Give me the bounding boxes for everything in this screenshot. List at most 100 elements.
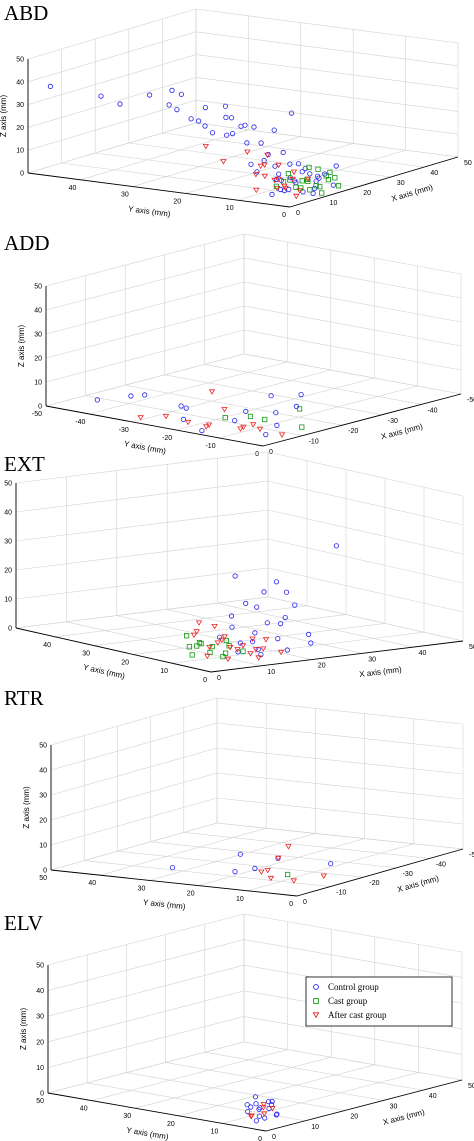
- data-point-control-group: [183, 405, 189, 411]
- floor-gridline: [91, 1049, 288, 1101]
- side-wall-gridline: [47, 964, 245, 1017]
- data-point-control-group: [272, 163, 278, 169]
- floor-gridline: [100, 827, 267, 876]
- floor-gridline: [132, 369, 331, 423]
- back-wall-gridline: [195, 54, 459, 89]
- floor-gridline: [178, 1064, 375, 1117]
- data-point-control-group: [244, 140, 250, 146]
- data-point-control-group: [282, 614, 288, 621]
- side-wall-gridline: [27, 54, 197, 105]
- data-point-control-group: [280, 149, 286, 155]
- z-tick-label: 30: [36, 1014, 44, 1021]
- legend-marker-control: [313, 984, 319, 990]
- data-point-control-group: [98, 93, 104, 99]
- data-point-cast-group: [296, 406, 303, 412]
- x-tick-label: -10: [309, 439, 319, 446]
- side-wall-gridline: [27, 99, 197, 151]
- y-tick-label: -50: [32, 411, 42, 418]
- z-tick-label: 50: [39, 743, 47, 750]
- data-point-control-group: [268, 393, 274, 399]
- floor-gridline: [126, 1072, 345, 1111]
- floor-gridline: [89, 361, 288, 415]
- data-point-control-group: [311, 185, 318, 191]
- data-point-control-group: [248, 161, 254, 167]
- side-wall-gridline: [45, 305, 245, 359]
- legend-label-cast: Cast group: [328, 996, 368, 1006]
- floor-gridline: [132, 623, 386, 655]
- data-point-cast-group: [327, 169, 333, 175]
- data-point-cast-group: [313, 183, 319, 189]
- data-point-control-group: [223, 114, 229, 121]
- x-tick-label: 30: [397, 180, 405, 187]
- y-tick-label: 30: [138, 885, 146, 892]
- y-axis-label: Y axis (mm): [126, 1125, 170, 1141]
- y-tick-label: -30: [119, 427, 129, 434]
- y-tick-label: 30: [82, 651, 90, 658]
- floor-gridline: [176, 377, 375, 431]
- data-point-control-group: [166, 102, 172, 108]
- y-tick-label: -40: [75, 419, 85, 426]
- data-point-control-group: [196, 118, 202, 124]
- floor-gridline: [247, 843, 414, 892]
- legend-entry-cast: Cast group: [313, 996, 368, 1006]
- data-point-control-group: [232, 417, 238, 424]
- x-tick-label: 40: [419, 650, 427, 657]
- data-point-cast-group: [285, 170, 292, 177]
- x-tick-label: 10: [267, 669, 275, 676]
- data-point-cast-group: [207, 649, 213, 656]
- data-point-control-group: [276, 171, 282, 177]
- x-tick-label: 10: [330, 200, 338, 207]
- floor-gridline: [84, 860, 331, 887]
- data-point-control-group: [302, 166, 308, 172]
- data-point-cast-group: [194, 643, 200, 649]
- data-point-control-group: [252, 865, 258, 872]
- back-wall-gridline: [216, 772, 464, 800]
- back-wall-gridline: [216, 722, 464, 750]
- x-axis-line: [265, 1079, 463, 1132]
- z-tick-label: 40: [4, 510, 12, 517]
- data-point-after-cast-group: [249, 422, 257, 428]
- z-tick-label: 40: [34, 308, 42, 315]
- floor-gridline: [198, 838, 365, 886]
- plot-panel-add: 0-10-20-30-40-500-10-20-30-40-5001020304…: [17, 233, 474, 458]
- panel-title-add: ADD: [4, 231, 50, 255]
- data-point-control-group: [209, 130, 216, 136]
- data-point-control-group: [275, 635, 281, 642]
- x-tick-label: -20: [348, 428, 358, 435]
- floor-gridline: [54, 605, 308, 638]
- data-point-control-group: [252, 1094, 259, 1100]
- x-tick-label: 40: [430, 170, 438, 177]
- data-point-control-group: [238, 123, 244, 129]
- z-axis-label: Z axis (mm): [19, 1008, 28, 1051]
- floor-gridline: [135, 1056, 332, 1109]
- data-point-control-group: [229, 624, 235, 630]
- data-point-control-group: [305, 631, 312, 638]
- data-point-after-cast-group: [221, 407, 228, 413]
- x-tick-label: 10: [311, 1124, 319, 1131]
- y-tick-label: 10: [236, 896, 244, 903]
- data-point-cast-group: [323, 173, 329, 179]
- side-wall-gridline: [47, 1016, 245, 1068]
- data-point-after-cast-group: [290, 878, 298, 884]
- data-point-after-cast-group: [275, 176, 282, 183]
- y-axis-line: [27, 172, 291, 208]
- panel-title-elv: ELV: [4, 911, 43, 935]
- z-tick-label: 40: [36, 988, 44, 995]
- data-point-after-cast-group: [252, 172, 260, 178]
- data-point-after-cast-group: [202, 144, 210, 150]
- data-point-control-group: [202, 123, 208, 129]
- legend-entry-control: Control group: [313, 982, 379, 992]
- y-tick-label: 40: [43, 642, 51, 649]
- data-point-control-group: [199, 427, 205, 434]
- z-tick-label: 20: [39, 818, 47, 825]
- z-tick-label: 50: [4, 481, 12, 488]
- data-point-after-cast-group: [252, 647, 260, 653]
- y-tick-label: 10: [160, 668, 168, 675]
- data-point-cast-group: [220, 654, 226, 660]
- data-point-control-group: [178, 403, 184, 409]
- y-axis-line: [15, 627, 212, 673]
- y-tick-label: 0: [289, 901, 293, 908]
- data-point-cast-group: [307, 187, 313, 193]
- floor-gridline: [93, 614, 347, 646]
